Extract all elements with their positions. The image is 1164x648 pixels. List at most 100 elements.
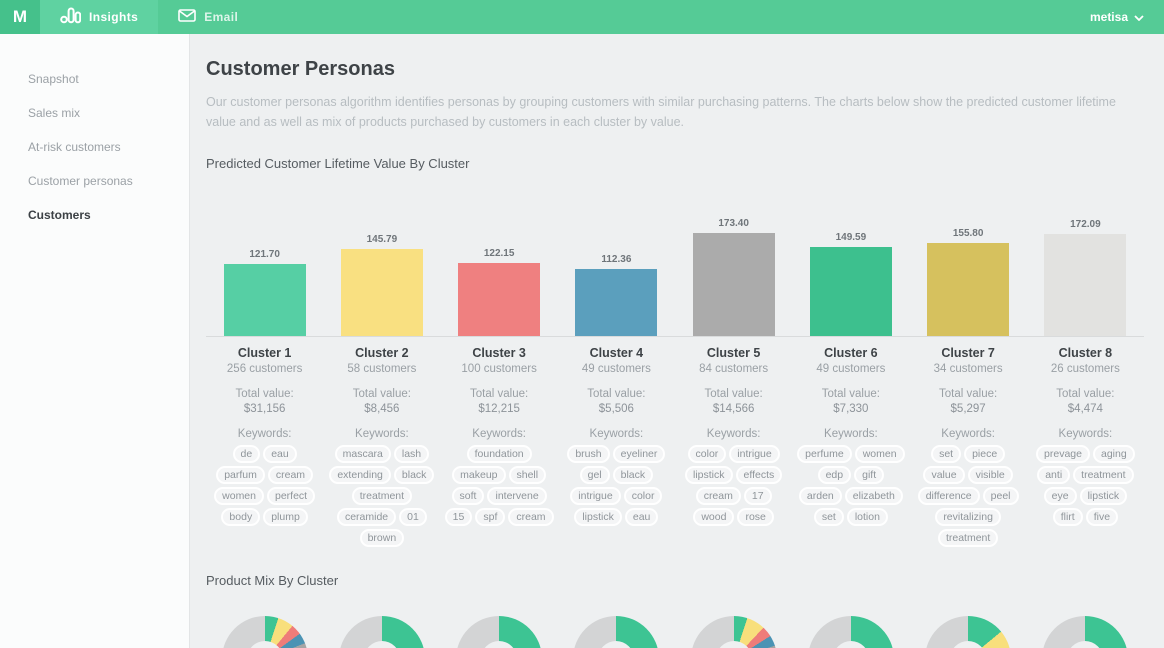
cluster-name: Cluster 5	[706, 346, 761, 360]
cluster-name: Cluster 6	[824, 346, 878, 360]
cluster-name: Cluster 8	[1058, 346, 1113, 360]
sidebar-item-snapshot[interactable]: Snapshot	[28, 72, 79, 86]
cluster-name: Cluster 1	[237, 346, 292, 360]
keyword-pill: arden	[798, 487, 842, 505]
total-value: $5,297	[950, 403, 986, 415]
page-description: Our customer personas algorithm identifi…	[206, 95, 1116, 129]
cluster-bar	[458, 263, 541, 336]
keywords-label: Keywords:	[355, 428, 409, 440]
cluster-customer-count: 84 customers	[699, 363, 769, 375]
keyword-pill: cream	[267, 466, 314, 484]
donut-hole	[363, 641, 400, 648]
cluster-info-cell: Cluster 6 49 customers Total value: $7,3…	[792, 337, 909, 547]
sidebar-item-customers[interactable]: Customers	[28, 208, 91, 222]
total-value: $12,215	[478, 403, 520, 415]
donut-hole	[598, 641, 635, 648]
keyword-pill: gift	[854, 466, 885, 484]
total-value: $5,506	[598, 403, 634, 415]
keyword-pills: de eau parfum cream women perfect body plump	[206, 445, 323, 526]
keyword-pill: body	[221, 508, 261, 526]
cluster-name: Cluster 2	[355, 346, 409, 360]
donut-hole	[246, 641, 283, 648]
total-value-label: Total value:	[939, 388, 998, 400]
keyword-pill: treatment	[937, 529, 999, 547]
bar-cell: 149.59	[792, 232, 909, 336]
section-title-clv: Predicted Customer Lifetime Value By Clu…	[206, 156, 470, 171]
keyword-pill: peel	[982, 487, 1019, 505]
cluster-info-cell: Cluster 8 26 customers Total value: $4,4…	[1027, 337, 1144, 547]
keyword-pill: spf	[475, 508, 506, 526]
keyword-pill: foundation	[466, 445, 532, 463]
bar-cell: 173.40	[675, 218, 792, 336]
keyword-pill: eau	[263, 445, 297, 463]
keyword-pill: revitalizing	[935, 508, 1001, 526]
keyword-pill: lotion	[846, 508, 888, 526]
bar-chart-icon	[60, 7, 82, 27]
nav-tab-insights[interactable]: Insights	[40, 0, 159, 34]
product-mix-donut	[573, 616, 660, 648]
sidebar: Snapshot Sales mix At-risk customers Custom…	[0, 34, 190, 648]
donut-cell: Visible Di...Visible Di...	[910, 616, 1027, 648]
keyword-pill: intrigue	[729, 445, 780, 463]
keywords-label: Keywords:	[589, 428, 644, 440]
total-value-label: Total value:	[821, 388, 880, 400]
bar-value-label: 121.70	[249, 249, 280, 260]
total-value: $8,456	[364, 403, 400, 415]
keywords-label: Keywords:	[472, 428, 526, 440]
keyword-pill: shell	[508, 466, 547, 484]
app-logo[interactable]: M	[0, 0, 40, 34]
keyword-pill: black	[612, 466, 654, 484]
keywords-label: Keywords:	[824, 428, 878, 440]
clv-bar-chart: 121.70 145.79 122.15 112.36 173.40 149.5…	[206, 187, 1144, 337]
total-value-label: Total value:	[235, 388, 294, 400]
bar-value-label: 149.59	[835, 232, 867, 243]
sidebar-item-sales-mix[interactable]: Sales mix	[28, 106, 81, 120]
bar-value-label: 172.09	[1070, 219, 1101, 230]
cluster-bar	[927, 243, 1010, 336]
bar-cell: 112.36	[558, 254, 675, 336]
keyword-pill: brown	[359, 529, 405, 547]
cluster-customer-count: 58 customers	[347, 363, 417, 375]
keyword-pill: lipstick	[574, 508, 622, 526]
donut-cell: Color Intr...Double Den...	[558, 616, 675, 648]
sidebar-item-at-risk-customers[interactable]: At-risk customers	[28, 140, 121, 154]
total-value: $4,474	[1067, 403, 1103, 415]
keyword-pills: perfume women edp gift arden elizabeth set loti…	[792, 445, 909, 526]
keyword-pill: color	[623, 487, 663, 505]
product-mix-donut	[338, 616, 425, 648]
keyword-pill: prevage	[1036, 445, 1090, 463]
total-value-label: Total value:	[587, 388, 646, 400]
product-mix-donut	[456, 616, 543, 648]
keyword-pill: lipstick	[1079, 487, 1128, 505]
cluster-customer-count: 100 customers	[461, 363, 537, 375]
keyword-pill: flirt	[1052, 508, 1083, 526]
cluster-bar	[692, 233, 775, 336]
total-value-label: Total value:	[1056, 388, 1115, 400]
user-menu[interactable]: metisa	[1090, 0, 1164, 34]
keyword-pill: eye	[1043, 487, 1077, 505]
keywords-label: Keywords:	[941, 428, 995, 440]
total-value: $14,566	[712, 403, 755, 415]
cluster-customer-count: 34 customers	[933, 363, 1003, 375]
nav-tab-email[interactable]: Email	[158, 0, 258, 34]
keyword-pill: 01	[399, 508, 427, 526]
keyword-pill: color	[687, 445, 727, 463]
keyword-pills: brush eyeliner gel black intrigue color lipsti…	[558, 445, 675, 526]
keyword-pills: mascara lash extending black treatment cerami…	[323, 445, 440, 547]
keyword-pill: treatment	[1073, 466, 1134, 484]
donut-hole	[715, 641, 752, 648]
keyword-pill: extending	[329, 466, 391, 484]
keyword-pill: 17	[743, 487, 772, 505]
sidebar-item-customer-personas[interactable]: Customer personas	[28, 174, 133, 188]
cluster-bar	[340, 249, 423, 336]
keyword-pill: intrigue	[570, 487, 621, 505]
keyword-pill: lipstick	[684, 466, 733, 484]
product-mix-donut-row: Ceramide P...Flawless F... Elizabeth ...…	[206, 616, 1144, 648]
bar-cell: 122.15	[441, 248, 558, 336]
donut-cell: Prevage An...Visible Di...	[1027, 616, 1144, 648]
bar-value-label: 173.40	[718, 218, 749, 229]
keyword-pill: women	[854, 445, 905, 463]
nav-tab-label: Email	[204, 10, 239, 24]
cluster-customer-count: 49 customers	[816, 363, 886, 375]
cluster-info-row: Cluster 1 256 customers Total value: $31…	[206, 337, 1144, 547]
